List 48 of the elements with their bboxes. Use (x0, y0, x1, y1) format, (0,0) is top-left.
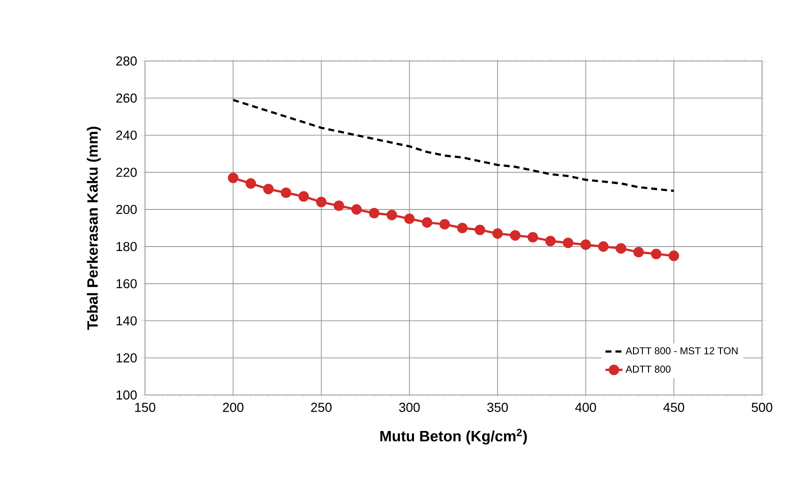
y-tick-label: 260 (116, 94, 137, 103)
legend-label: ADTT 800 (626, 366, 671, 373)
y-tick-label: 140 (116, 316, 137, 326)
point (368, 208, 380, 218)
point (334, 200, 344, 212)
legend-label: ADTT 800 - MST 12 TON (626, 347, 738, 354)
point (263, 184, 274, 194)
x-tick-label: 450 (663, 402, 684, 412)
y-tick-label: 200 (116, 204, 137, 214)
x-tick-label: 500 (752, 402, 772, 412)
point (386, 210, 398, 220)
x-tick-label: 300 (399, 402, 420, 412)
point (422, 217, 432, 228)
y-tick-label: 120 (116, 353, 137, 362)
point (598, 241, 609, 252)
point (545, 236, 556, 246)
point (510, 230, 520, 241)
point (562, 238, 574, 248)
y-tick-label: 180 (116, 242, 137, 252)
y-tick-label: 100 (116, 390, 137, 400)
point (668, 250, 680, 262)
y-axis-title: Tebal Perkerasan Kaku (mm) (86, 126, 101, 330)
x-tick-label: 250 (311, 402, 332, 412)
point (580, 239, 591, 250)
point (280, 187, 292, 198)
point (492, 228, 503, 239)
point (650, 248, 662, 260)
point (616, 243, 626, 254)
x-tick-label: 150 (135, 402, 156, 412)
point (228, 172, 238, 184)
x-tick-label: 200 (222, 402, 244, 412)
point (474, 224, 486, 236)
point (404, 213, 415, 224)
x-tick-label: 350 (487, 402, 508, 412)
point (245, 178, 256, 189)
point (298, 191, 309, 202)
point (316, 196, 327, 208)
point (351, 204, 362, 215)
x-tick-label: 400 (575, 402, 596, 412)
point (528, 232, 538, 243)
point (633, 246, 644, 258)
point (439, 219, 450, 230)
y-tick-label: 160 (116, 279, 137, 288)
y-tick-label: 280 (116, 56, 137, 66)
y-tick-label: 240 (116, 130, 137, 140)
y-tick-label: 220 (116, 168, 137, 177)
point (457, 222, 468, 234)
x-axis-title: Mutu Beton (Kg/cm$^{2}$) (380, 428, 527, 444)
